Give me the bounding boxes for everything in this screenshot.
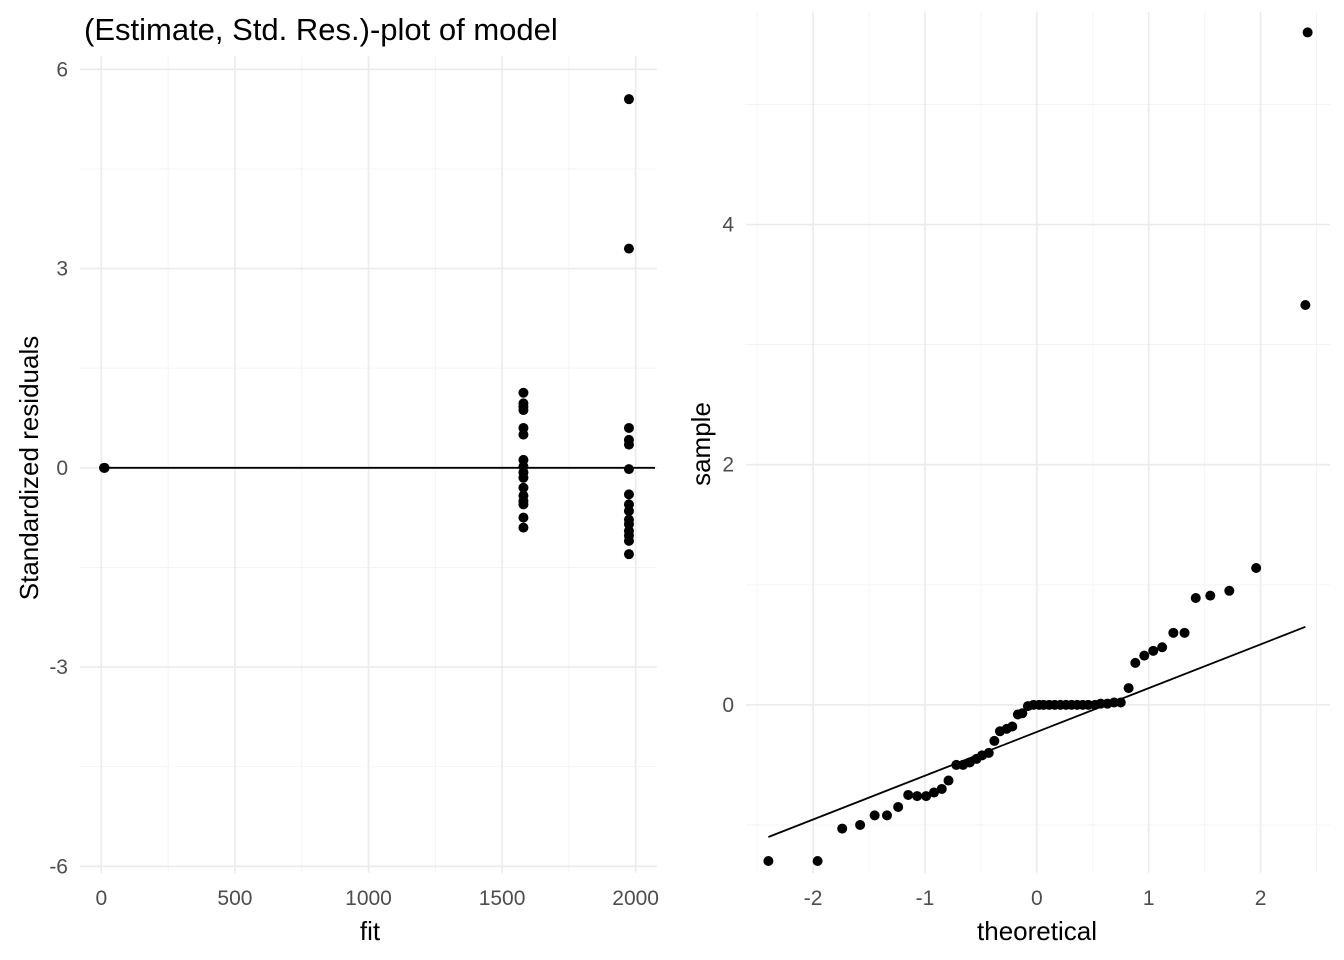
residual-y-tick-labels: -6 -3 0 3 6 [49, 58, 68, 878]
data-point [1300, 300, 1311, 311]
qq-panel: -2 -1 0 1 2 0 2 4 theoretical sample [686, 12, 1330, 946]
data-point [881, 810, 892, 821]
data-point [1205, 590, 1216, 601]
data-point [623, 489, 634, 500]
y-tick-label: -6 [49, 855, 68, 878]
data-point [1168, 627, 1179, 638]
x-tick-label: 500 [217, 887, 252, 910]
y-tick-label: -3 [49, 656, 68, 679]
data-point [921, 791, 932, 802]
y-tick-label: 3 [56, 258, 68, 281]
data-point [623, 439, 634, 450]
y-tick-label: 0 [56, 457, 68, 480]
data-point [983, 747, 994, 758]
qq-x-axis-title: theoretical [977, 916, 1097, 946]
data-point [1179, 627, 1190, 638]
x-tick-label: 0 [96, 887, 108, 910]
qq-points [763, 27, 1313, 866]
residual-y-axis-title: Standardized residuals [14, 336, 44, 601]
data-point [1157, 642, 1168, 653]
data-point [518, 499, 529, 510]
data-point [518, 472, 529, 483]
data-point [1017, 708, 1028, 719]
y-tick-label: 0 [722, 694, 734, 717]
y-tick-label: 6 [56, 58, 68, 81]
data-point [1007, 721, 1018, 732]
residual-plot-title: (Estimate, Std. Res.)-plot of model [84, 12, 558, 47]
data-point [763, 855, 774, 866]
data-point [936, 783, 947, 794]
data-point [869, 810, 880, 821]
data-point [518, 405, 529, 416]
x-tick-label: 2 [1255, 887, 1267, 910]
x-tick-label: 1000 [345, 887, 392, 910]
data-point [623, 243, 634, 254]
data-point [623, 535, 634, 546]
data-point [623, 464, 634, 475]
data-point [855, 819, 866, 830]
data-point [623, 94, 634, 105]
data-point [518, 387, 529, 398]
y-tick-label: 2 [722, 454, 734, 477]
qq-x-tick-labels: -2 -1 0 1 2 [804, 887, 1267, 910]
data-point [1224, 585, 1235, 596]
x-tick-label: -2 [804, 887, 823, 910]
data-point [943, 775, 954, 786]
data-point [1148, 645, 1159, 656]
data-point [837, 823, 848, 834]
qq-y-tick-labels: 0 2 4 [722, 214, 734, 717]
x-tick-label: 0 [1031, 887, 1043, 910]
data-point [928, 787, 939, 798]
x-tick-label: -1 [916, 887, 935, 910]
x-tick-label: 2000 [612, 887, 659, 910]
data-point [1139, 650, 1150, 661]
y-tick-label: 4 [722, 214, 734, 237]
data-point [1302, 27, 1313, 38]
residual-x-axis-title: fit [360, 916, 381, 946]
data-point [623, 549, 634, 560]
residual-x-tick-labels: 0 500 1000 1500 2000 [96, 887, 659, 910]
residual-points [99, 94, 634, 560]
qq-y-axis-title: sample [686, 402, 716, 486]
data-point [518, 522, 529, 533]
data-point [812, 855, 823, 866]
data-point [518, 512, 529, 523]
residual-panel: 0 500 1000 1500 2000 -6 -3 0 3 6 (Estimate, Std.… [14, 12, 659, 946]
data-point [903, 789, 914, 800]
qq-gridlines [746, 12, 1330, 873]
data-point [1115, 697, 1126, 708]
data-point [893, 801, 904, 812]
residual-gridlines [80, 56, 657, 873]
data-point [623, 505, 634, 516]
data-point [1130, 657, 1141, 668]
data-point [912, 791, 923, 802]
data-point [1190, 593, 1201, 604]
data-point [99, 462, 110, 473]
x-tick-label: 1 [1143, 887, 1155, 910]
data-point [1123, 683, 1134, 694]
data-point [989, 735, 1000, 746]
x-tick-label: 1500 [479, 887, 526, 910]
data-point [1251, 562, 1262, 573]
data-point [623, 422, 634, 433]
data-point [518, 429, 529, 440]
qq-reference-line [768, 625, 1306, 838]
data-point [518, 482, 529, 493]
